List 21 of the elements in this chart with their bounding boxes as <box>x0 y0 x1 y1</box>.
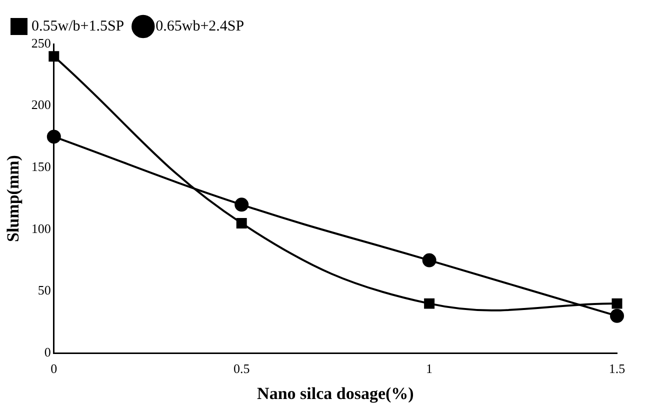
point <box>422 253 436 268</box>
legend-label: 0.65wb+2.4SP <box>156 18 244 34</box>
x-tick-label: 0.5 <box>233 361 250 376</box>
y-tick-label: 250 <box>31 35 51 50</box>
point <box>48 51 60 62</box>
y-axis-title: Slump(mm) <box>4 155 23 242</box>
point <box>612 298 622 309</box>
x-tick-label: 1 <box>426 361 433 376</box>
legend-label: 0.55w/b+1.5SP <box>32 18 124 34</box>
y-tick-label: 200 <box>31 97 51 112</box>
point <box>234 198 249 212</box>
y-tick-label: 0 <box>44 344 51 360</box>
x-tick-label: 1.5 <box>608 361 626 376</box>
y-tick-label: 150 <box>31 159 51 174</box>
point <box>46 130 61 144</box>
x-axis-title: Nano silca dosage(%) <box>257 384 414 404</box>
point <box>610 308 624 323</box>
y-tick-label: 50 <box>38 282 51 298</box>
point <box>236 218 247 228</box>
y-tick-label: 100 <box>31 220 51 236</box>
point <box>424 298 435 309</box>
